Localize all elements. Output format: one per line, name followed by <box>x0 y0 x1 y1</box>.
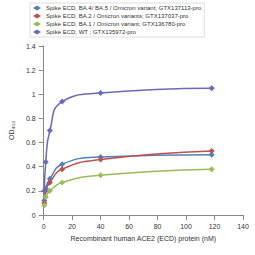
svg-text:60: 60 <box>125 223 133 230</box>
svg-text:0.6: 0.6 <box>26 139 36 146</box>
svg-text:Spike ECD, WT ; GTX135972-pro: Spike ECD, WT ; GTX135972-pro <box>46 29 137 35</box>
svg-text:0.8: 0.8 <box>26 115 36 122</box>
svg-text:80: 80 <box>154 223 162 230</box>
svg-text:Spike ECD, BA.4/ BA.5 / Omicro: Spike ECD, BA.4/ BA.5 / Omicron variant;… <box>46 5 202 11</box>
svg-text:1.4: 1.4 <box>26 43 36 50</box>
svg-text:0.2: 0.2 <box>26 187 36 194</box>
svg-text:0.4: 0.4 <box>26 163 36 170</box>
svg-text:Spike ECD, BA.1 / Omicron vari: Spike ECD, BA.1 / Omicron variant; GTX13… <box>46 21 186 27</box>
svg-text:Spike ECD, BA.2 / Omicron vari: Spike ECD, BA.2 / Omicron variants; GTX1… <box>46 13 189 19</box>
svg-text:1: 1 <box>32 91 36 98</box>
svg-text:1.2: 1.2 <box>26 67 36 74</box>
svg-text:Recombinant human ACE2 (ECD) p: Recombinant human ACE2 (ECD) protein (nM… <box>71 235 217 243</box>
svg-text:40: 40 <box>97 223 105 230</box>
svg-text:0: 0 <box>42 223 46 230</box>
svg-text:OD₄₅₀: OD₄₅₀ <box>8 121 15 140</box>
svg-text:0: 0 <box>32 212 36 219</box>
svg-text:100: 100 <box>180 223 192 230</box>
svg-text:140: 140 <box>237 223 249 230</box>
svg-text:20: 20 <box>68 223 76 230</box>
svg-text:120: 120 <box>209 223 221 230</box>
